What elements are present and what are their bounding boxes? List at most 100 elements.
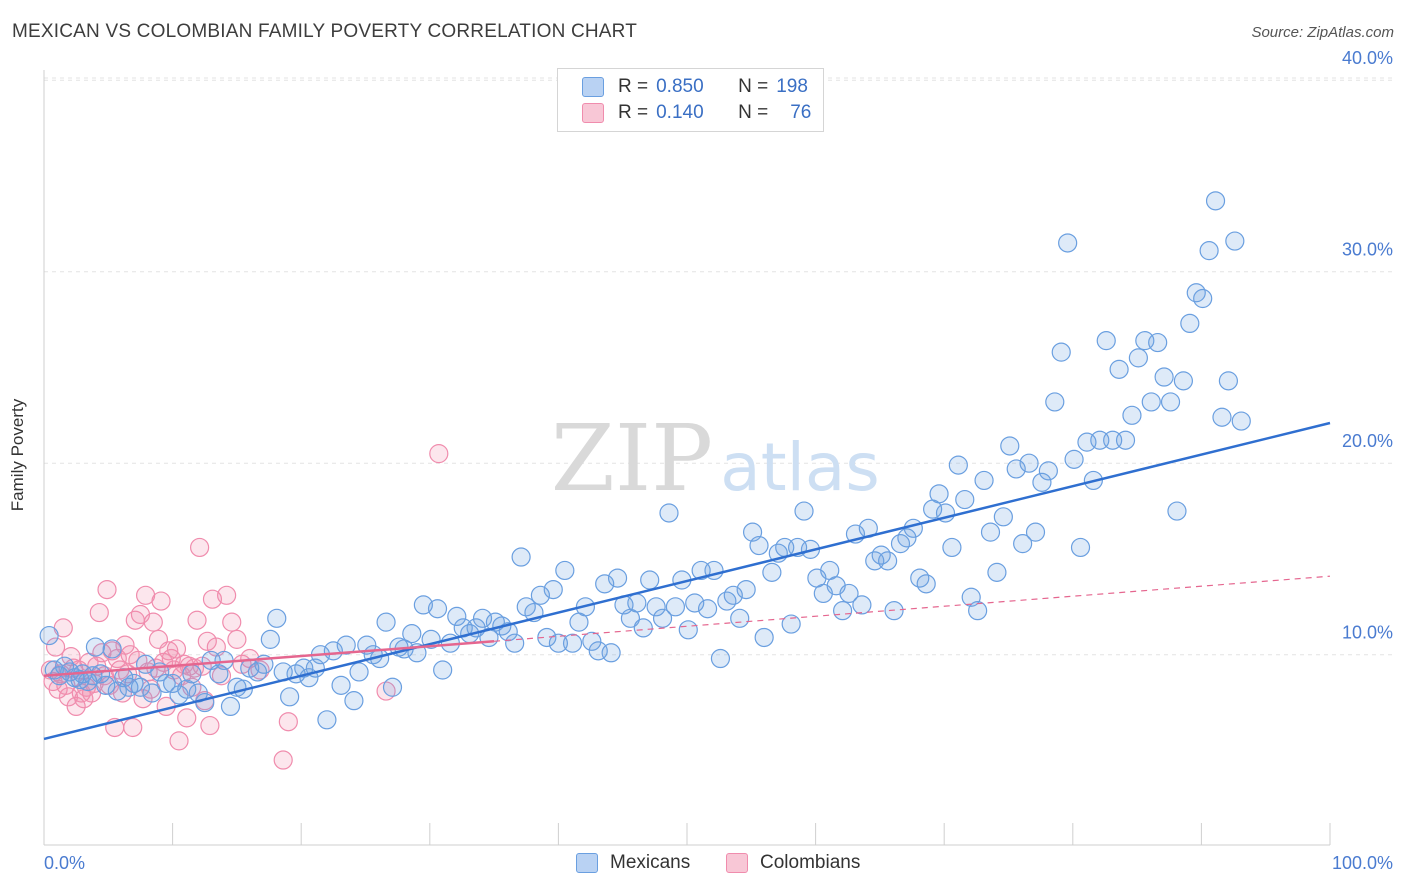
mexican-point <box>267 608 287 628</box>
legend-row-colombians: R = 0.140 N = 76 <box>582 101 811 125</box>
colombian-point <box>429 444 449 464</box>
colombian-point <box>89 602 109 623</box>
colombian-point <box>115 635 135 655</box>
mexican-point <box>781 614 801 634</box>
mexican-point <box>897 528 917 548</box>
mexican-point <box>516 597 536 617</box>
mexican-point <box>1000 436 1020 456</box>
mexican-point <box>317 710 337 730</box>
mexican-point <box>247 662 268 682</box>
colombian-point <box>273 750 293 770</box>
mexican-point <box>878 551 898 571</box>
mexican-point <box>1032 472 1052 492</box>
mexican-point <box>633 618 653 638</box>
mexican-point <box>762 562 782 582</box>
mexican-point <box>1154 367 1174 387</box>
mexican-point <box>1231 411 1251 431</box>
mexican-point <box>427 599 448 619</box>
mexican-point <box>195 692 215 713</box>
mexican-point <box>948 455 968 475</box>
colombian-point <box>120 645 140 665</box>
colombian-point <box>278 712 298 732</box>
bottom-legend-label-colombians: Colombians <box>760 852 861 873</box>
colombian-point <box>217 585 237 605</box>
mexican-point <box>505 633 525 653</box>
mexican-point <box>331 675 351 695</box>
mexican-point <box>1148 332 1168 353</box>
mexican-point <box>119 677 139 697</box>
mexican-point <box>102 639 122 659</box>
mexican-point <box>349 662 369 682</box>
mexican-point <box>1115 430 1136 450</box>
y-tick-label: 40.0% <box>1342 48 1393 68</box>
mexican-point <box>955 489 975 510</box>
mexican-point <box>640 570 660 590</box>
mexican-point <box>916 574 936 594</box>
mexican-point <box>1173 371 1193 391</box>
mexican-point <box>1045 392 1065 412</box>
watermark: ZIP atlas <box>551 405 880 512</box>
mexican-point <box>839 583 859 604</box>
chart-title: MEXICAN VS COLOMBIAN FAMILY POVERTY CORR… <box>12 21 638 42</box>
y-tick-label: 10.0% <box>1342 623 1393 643</box>
mexican-point <box>601 643 621 663</box>
colombian-point <box>202 589 223 609</box>
mexican-point <box>1128 348 1148 368</box>
mexican-point <box>794 501 814 521</box>
mexican-point <box>987 562 1007 582</box>
mexican-point <box>929 484 949 504</box>
legend-n-label: N = <box>738 102 769 123</box>
mexican-point <box>833 601 853 621</box>
colombian-point <box>187 610 207 630</box>
legend-row-mexicans: R = 0.850 N = 198 <box>582 75 808 99</box>
mexican-point <box>294 658 314 678</box>
mexican-point <box>627 593 647 613</box>
mexican-point <box>555 560 575 581</box>
mexican-point <box>511 547 531 567</box>
mexican-point <box>1096 331 1116 351</box>
legend-swatch-pink <box>582 103 604 123</box>
colombian-point <box>169 731 189 751</box>
y-tick-label: 20.0% <box>1342 431 1393 451</box>
mexican-point <box>1167 501 1187 521</box>
mexican-point <box>130 677 151 697</box>
colombian-point <box>123 717 143 738</box>
colombian-point <box>200 715 220 736</box>
mexican-point <box>336 635 356 655</box>
colombians-trend-extension <box>494 575 1331 642</box>
mexican-point <box>220 696 241 717</box>
mexican-point <box>562 633 583 653</box>
mexican-point <box>1038 461 1058 481</box>
mexican-point <box>1109 359 1129 379</box>
mexican-point <box>980 522 1001 542</box>
colombian-point <box>159 641 179 661</box>
mexican-point <box>754 627 774 648</box>
y-tick-label: 30.0% <box>1342 240 1393 260</box>
legend-r-label: R = <box>618 76 649 97</box>
colombian-point <box>222 612 242 632</box>
source-label: Source: ZipAtlas.com <box>1251 24 1394 41</box>
bottom-legend-swatch-blue <box>576 853 598 873</box>
mexican-point <box>96 675 116 695</box>
mexican-point <box>968 601 988 621</box>
mexican-point <box>1218 371 1239 391</box>
colombian-point <box>97 579 117 600</box>
mexican-point <box>169 685 189 705</box>
mexican-point <box>1019 453 1039 473</box>
colombian-point <box>151 591 171 611</box>
mexican-point <box>678 620 698 640</box>
mexican-point <box>903 518 923 538</box>
colombian-point <box>177 708 197 728</box>
x-tick-label-max: 100.0% <box>1332 853 1393 873</box>
mexican-point <box>1058 233 1078 253</box>
mexican-point <box>1193 288 1213 309</box>
correlation-legend: R = 0.850 N = 198 R = 0.140 N = 76 <box>557 68 824 132</box>
mexican-point <box>1212 407 1232 427</box>
axes <box>43 70 1331 846</box>
colombian-point <box>190 537 210 558</box>
mexican-point <box>1141 392 1161 412</box>
colombian-point <box>143 612 163 632</box>
bottom-legend-colombians: Colombians <box>726 852 860 874</box>
mexican-point <box>942 537 962 558</box>
mexican-point <box>607 568 628 588</box>
